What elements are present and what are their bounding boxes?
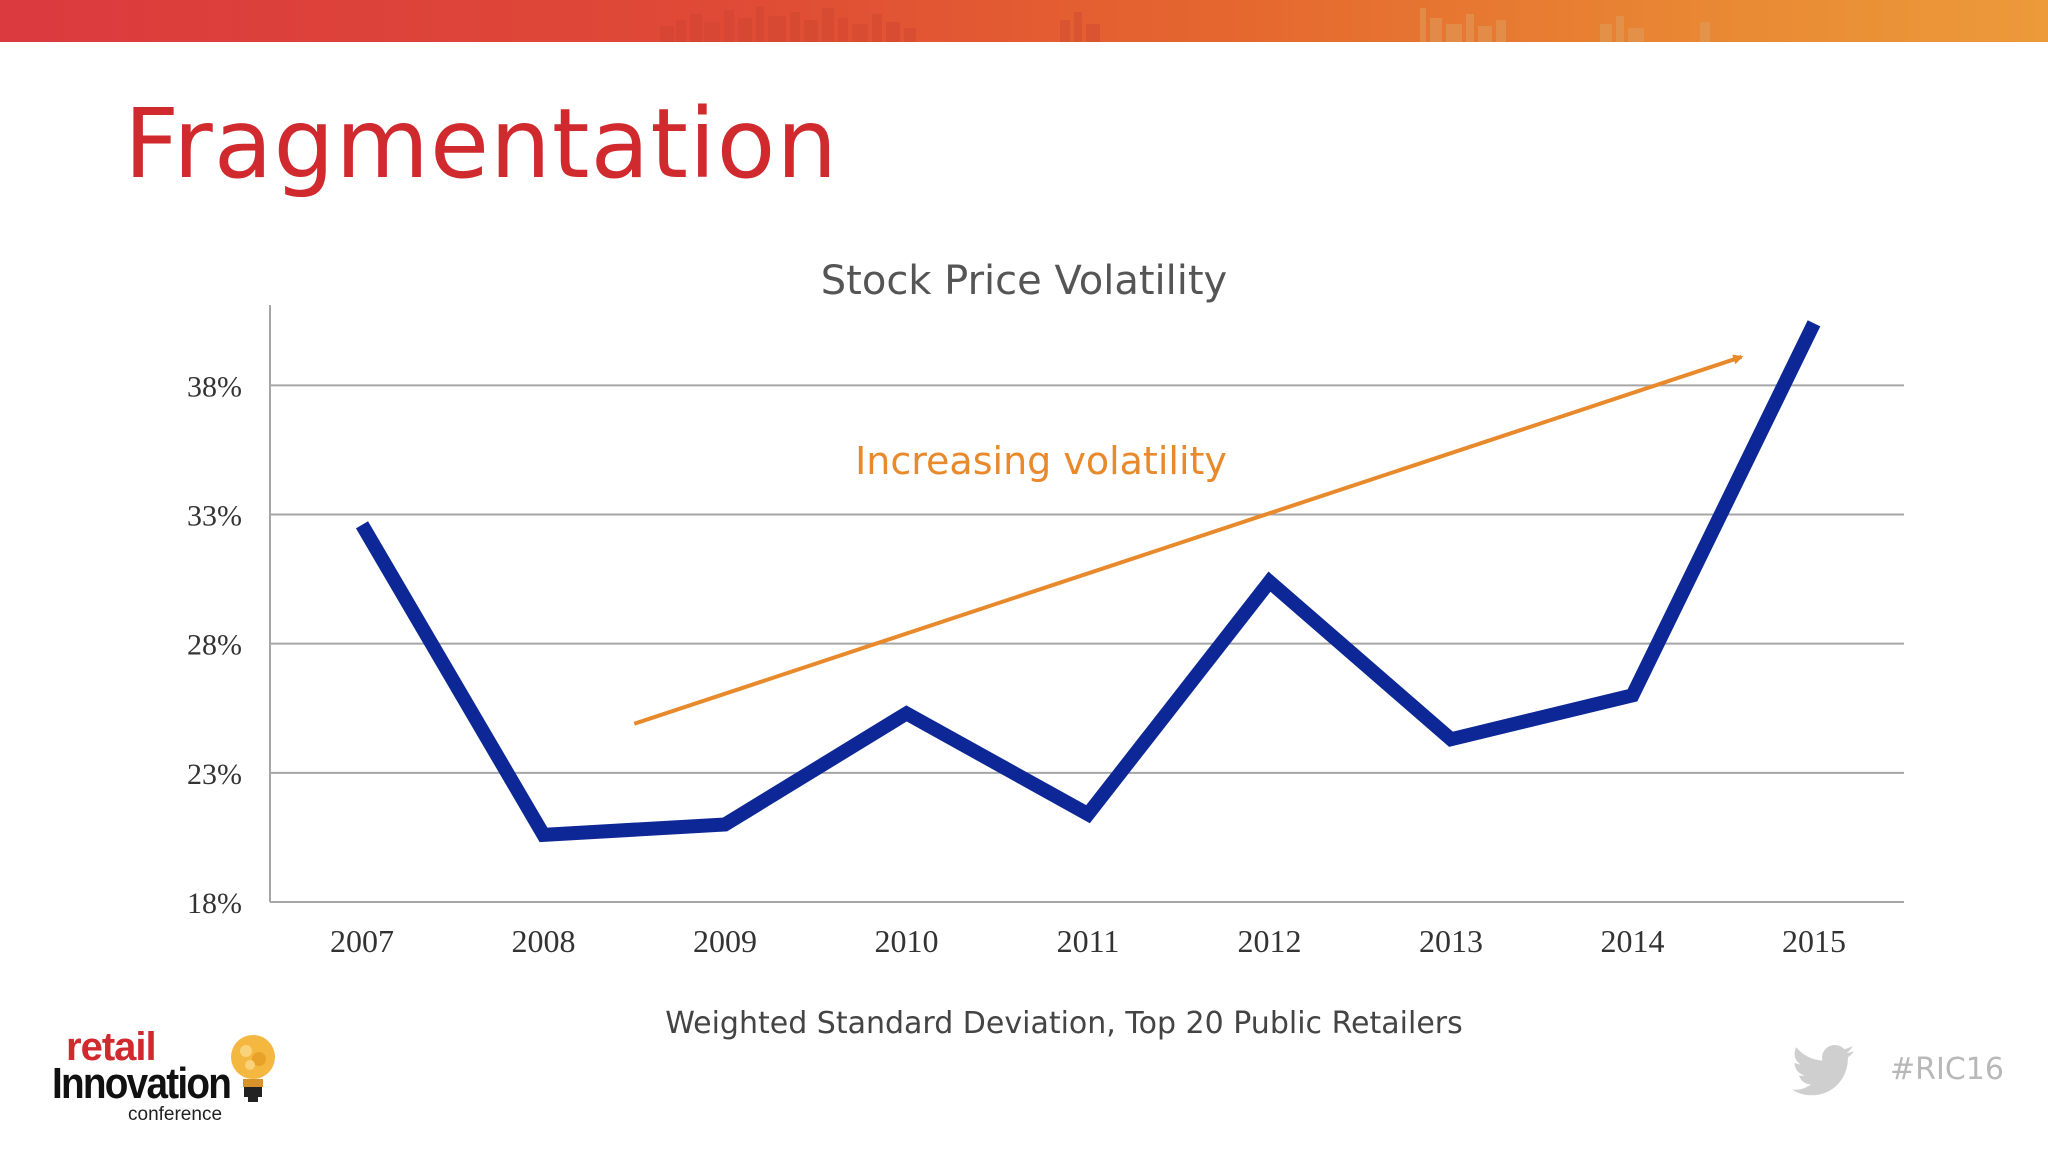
chart-title: Stock Price Volatility	[820, 258, 1228, 304]
y-tick-label: 38%	[187, 370, 242, 403]
logo-word-conference: conference	[128, 1104, 223, 1125]
logo-word-innovation: Innovation	[52, 1059, 232, 1108]
y-tick-label: 18%	[187, 887, 242, 920]
y-tick-label: 33%	[187, 500, 242, 533]
top-banner	[0, 0, 2048, 42]
chart-subtitle: Weighted Standard Deviation, Top 20 Publ…	[665, 1006, 1463, 1041]
x-tick-label: 2015	[1782, 923, 1846, 959]
x-tick-label: 2007	[330, 923, 394, 959]
event-hashtag: #RIC16	[1890, 1052, 2004, 1087]
x-tick-label: 2012	[1238, 923, 1302, 959]
x-tick-label: 2008	[512, 923, 576, 959]
skyline-decoration	[660, 6, 1710, 42]
x-tick-label: 2010	[875, 923, 939, 959]
y-tick-label: 28%	[187, 629, 242, 662]
slide-title: Fragmentation	[124, 88, 839, 200]
x-tick-label: 2013	[1419, 923, 1483, 959]
y-tick-label: 23%	[187, 758, 242, 791]
x-tick-label: 2009	[693, 923, 757, 959]
x-tick-label: 2014	[1601, 923, 1665, 959]
twitter-bird-icon	[1792, 1045, 1854, 1096]
x-tick-label: 2011	[1057, 923, 1120, 959]
logo-word-retail: retail	[66, 1025, 157, 1069]
lightbulb-icon	[231, 1035, 275, 1102]
trend-arrow	[633, 354, 1744, 726]
retail-innovation-logo: retail Innovation conference	[48, 1025, 298, 1125]
annotation-label: Increasing volatility	[855, 439, 1227, 483]
series-line	[355, 320, 1821, 843]
